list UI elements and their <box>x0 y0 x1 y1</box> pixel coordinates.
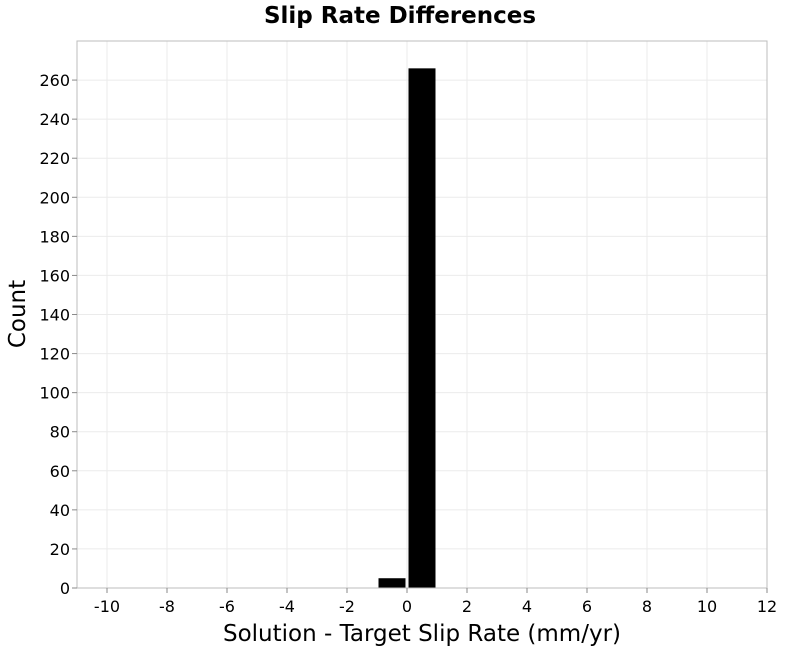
y-tick-label: 80 <box>50 423 70 442</box>
x-tick-label: -8 <box>159 597 175 616</box>
y-axis-ticks: 0 20 40 60 80 100 120 140 160 180 200 220 240 260 <box>39 71 77 598</box>
y-tick-label: 40 <box>50 501 70 520</box>
y-axis-label: Count <box>5 280 31 348</box>
y-tick-label: 160 <box>39 266 70 285</box>
bars <box>378 68 436 589</box>
y-tick-label: 240 <box>39 110 70 129</box>
x-tick-label: 2 <box>462 597 472 616</box>
histogram-bar <box>408 68 436 589</box>
y-tick-label: 120 <box>39 345 70 364</box>
y-tick-label: 100 <box>39 384 70 403</box>
y-tick-label: 0 <box>60 579 70 598</box>
x-tick-label: -4 <box>279 597 295 616</box>
x-tick-label: 0 <box>402 597 412 616</box>
x-tick-label: 10 <box>697 597 717 616</box>
x-tick-label: -2 <box>339 597 355 616</box>
y-tick-label: 140 <box>39 306 70 325</box>
y-tick-label: 200 <box>39 188 70 207</box>
x-tick-label: 12 <box>757 597 777 616</box>
x-tick-label: 8 <box>642 597 652 616</box>
y-tick-label: 60 <box>50 462 70 481</box>
chart-title: Slip Rate Differences <box>264 3 536 29</box>
x-tick-label: -6 <box>219 597 235 616</box>
y-tick-label: 20 <box>50 540 70 559</box>
histogram-bar <box>378 578 406 588</box>
x-tick-label: 4 <box>522 597 532 616</box>
y-tick-label: 260 <box>39 71 70 90</box>
x-tick-label: -10 <box>94 597 120 616</box>
y-tick-label: 220 <box>39 149 70 168</box>
x-tick-label: 6 <box>582 597 592 616</box>
y-tick-label: 180 <box>39 227 70 246</box>
x-axis-label: Solution - Target Slip Rate (mm/yr) <box>223 621 621 647</box>
x-axis-ticks: -10 -8 -6 -4 -2 0 2 4 6 8 10 12 <box>94 588 777 616</box>
